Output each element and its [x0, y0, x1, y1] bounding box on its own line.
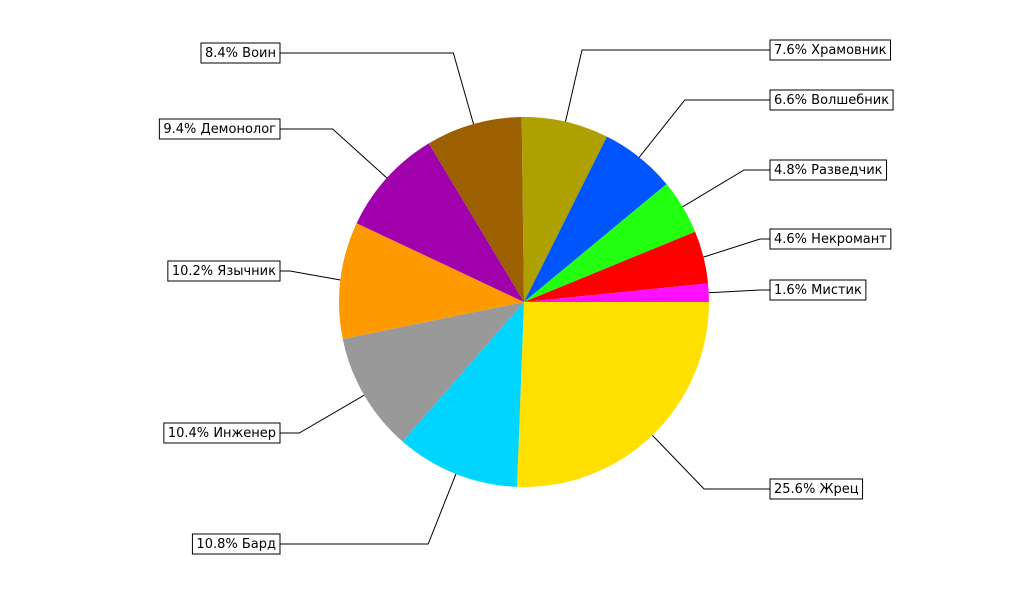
slice-name: Некромант [811, 232, 887, 247]
slice-label: 1.6% Мистик [774, 283, 862, 298]
pie-slice [428, 117, 524, 302]
label-box [163, 422, 281, 444]
slice-percent: 25.6% [774, 482, 815, 497]
leader-line [280, 128, 388, 179]
pie-slice [521, 117, 607, 303]
label-box [769, 279, 867, 301]
pie-slice [524, 136, 667, 302]
slice-label: 7.6% Храмовник [774, 43, 887, 58]
slice-percent: 6.6% [774, 93, 807, 108]
slice-name: Язычник [217, 264, 276, 279]
slice-percent: 1.6% [774, 283, 807, 298]
pie-slice [524, 231, 709, 302]
slice-percent: 9.4% [163, 122, 196, 137]
leader-line [708, 289, 770, 294]
pie-slice [524, 283, 709, 302]
leader-line [280, 394, 365, 434]
pie-slice [342, 302, 524, 442]
slice-label: 10.4% Инженер [168, 426, 276, 441]
label-box [769, 39, 892, 61]
slice-label: 9.4% Демонолог [163, 122, 276, 137]
leader-line [280, 473, 457, 545]
label-box [167, 260, 281, 282]
label-box [191, 533, 281, 555]
pie-slice [517, 302, 709, 488]
slice-name: Бард [242, 537, 276, 552]
slice-label: 10.2% Язычник [172, 264, 276, 279]
label-box [769, 478, 864, 500]
slice-percent: 10.8% [196, 537, 237, 552]
slice-percent: 4.6% [774, 232, 807, 247]
slice-percent: 7.6% [774, 43, 807, 58]
slice-percent: 10.4% [168, 426, 209, 441]
slice-name: Волшебник [811, 93, 889, 108]
leader-line [280, 52, 474, 125]
label-box [200, 42, 281, 64]
pie-slice [356, 143, 524, 302]
leader-line [651, 434, 770, 490]
label-box [158, 118, 281, 140]
label-box [769, 159, 888, 181]
slice-name: Инженер [213, 426, 276, 441]
leader-line [703, 238, 770, 258]
slice-percent: 4.8% [774, 163, 807, 178]
slice-label: 10.8% Бард [196, 537, 276, 552]
label-box [769, 89, 894, 111]
leader-line [638, 99, 770, 158]
leader-line [565, 49, 770, 122]
leader-line [280, 270, 341, 281]
pie-slice [339, 223, 524, 339]
slice-percent: 8.4% [205, 46, 238, 61]
slice-label: 6.6% Волшебник [774, 93, 889, 108]
leader-line [682, 169, 770, 208]
slice-label: 25.6% Жрец [774, 482, 859, 497]
slice-name: Демонолог [201, 122, 277, 137]
slice-name: Мистик [811, 283, 862, 298]
slice-name: Жрец [819, 482, 858, 497]
slice-label: 4.6% Некромант [774, 232, 887, 247]
slice-name: Воин [242, 46, 276, 61]
slice-name: Разведчик [811, 163, 882, 178]
label-box [769, 228, 892, 250]
pie-slice [524, 184, 696, 302]
pie-slice [402, 302, 524, 487]
slice-percent: 10.2% [172, 264, 213, 279]
slice-label: 8.4% Воин [205, 46, 276, 61]
slice-name: Храмовник [811, 43, 886, 58]
slice-label: 4.8% Разведчик [774, 163, 883, 178]
